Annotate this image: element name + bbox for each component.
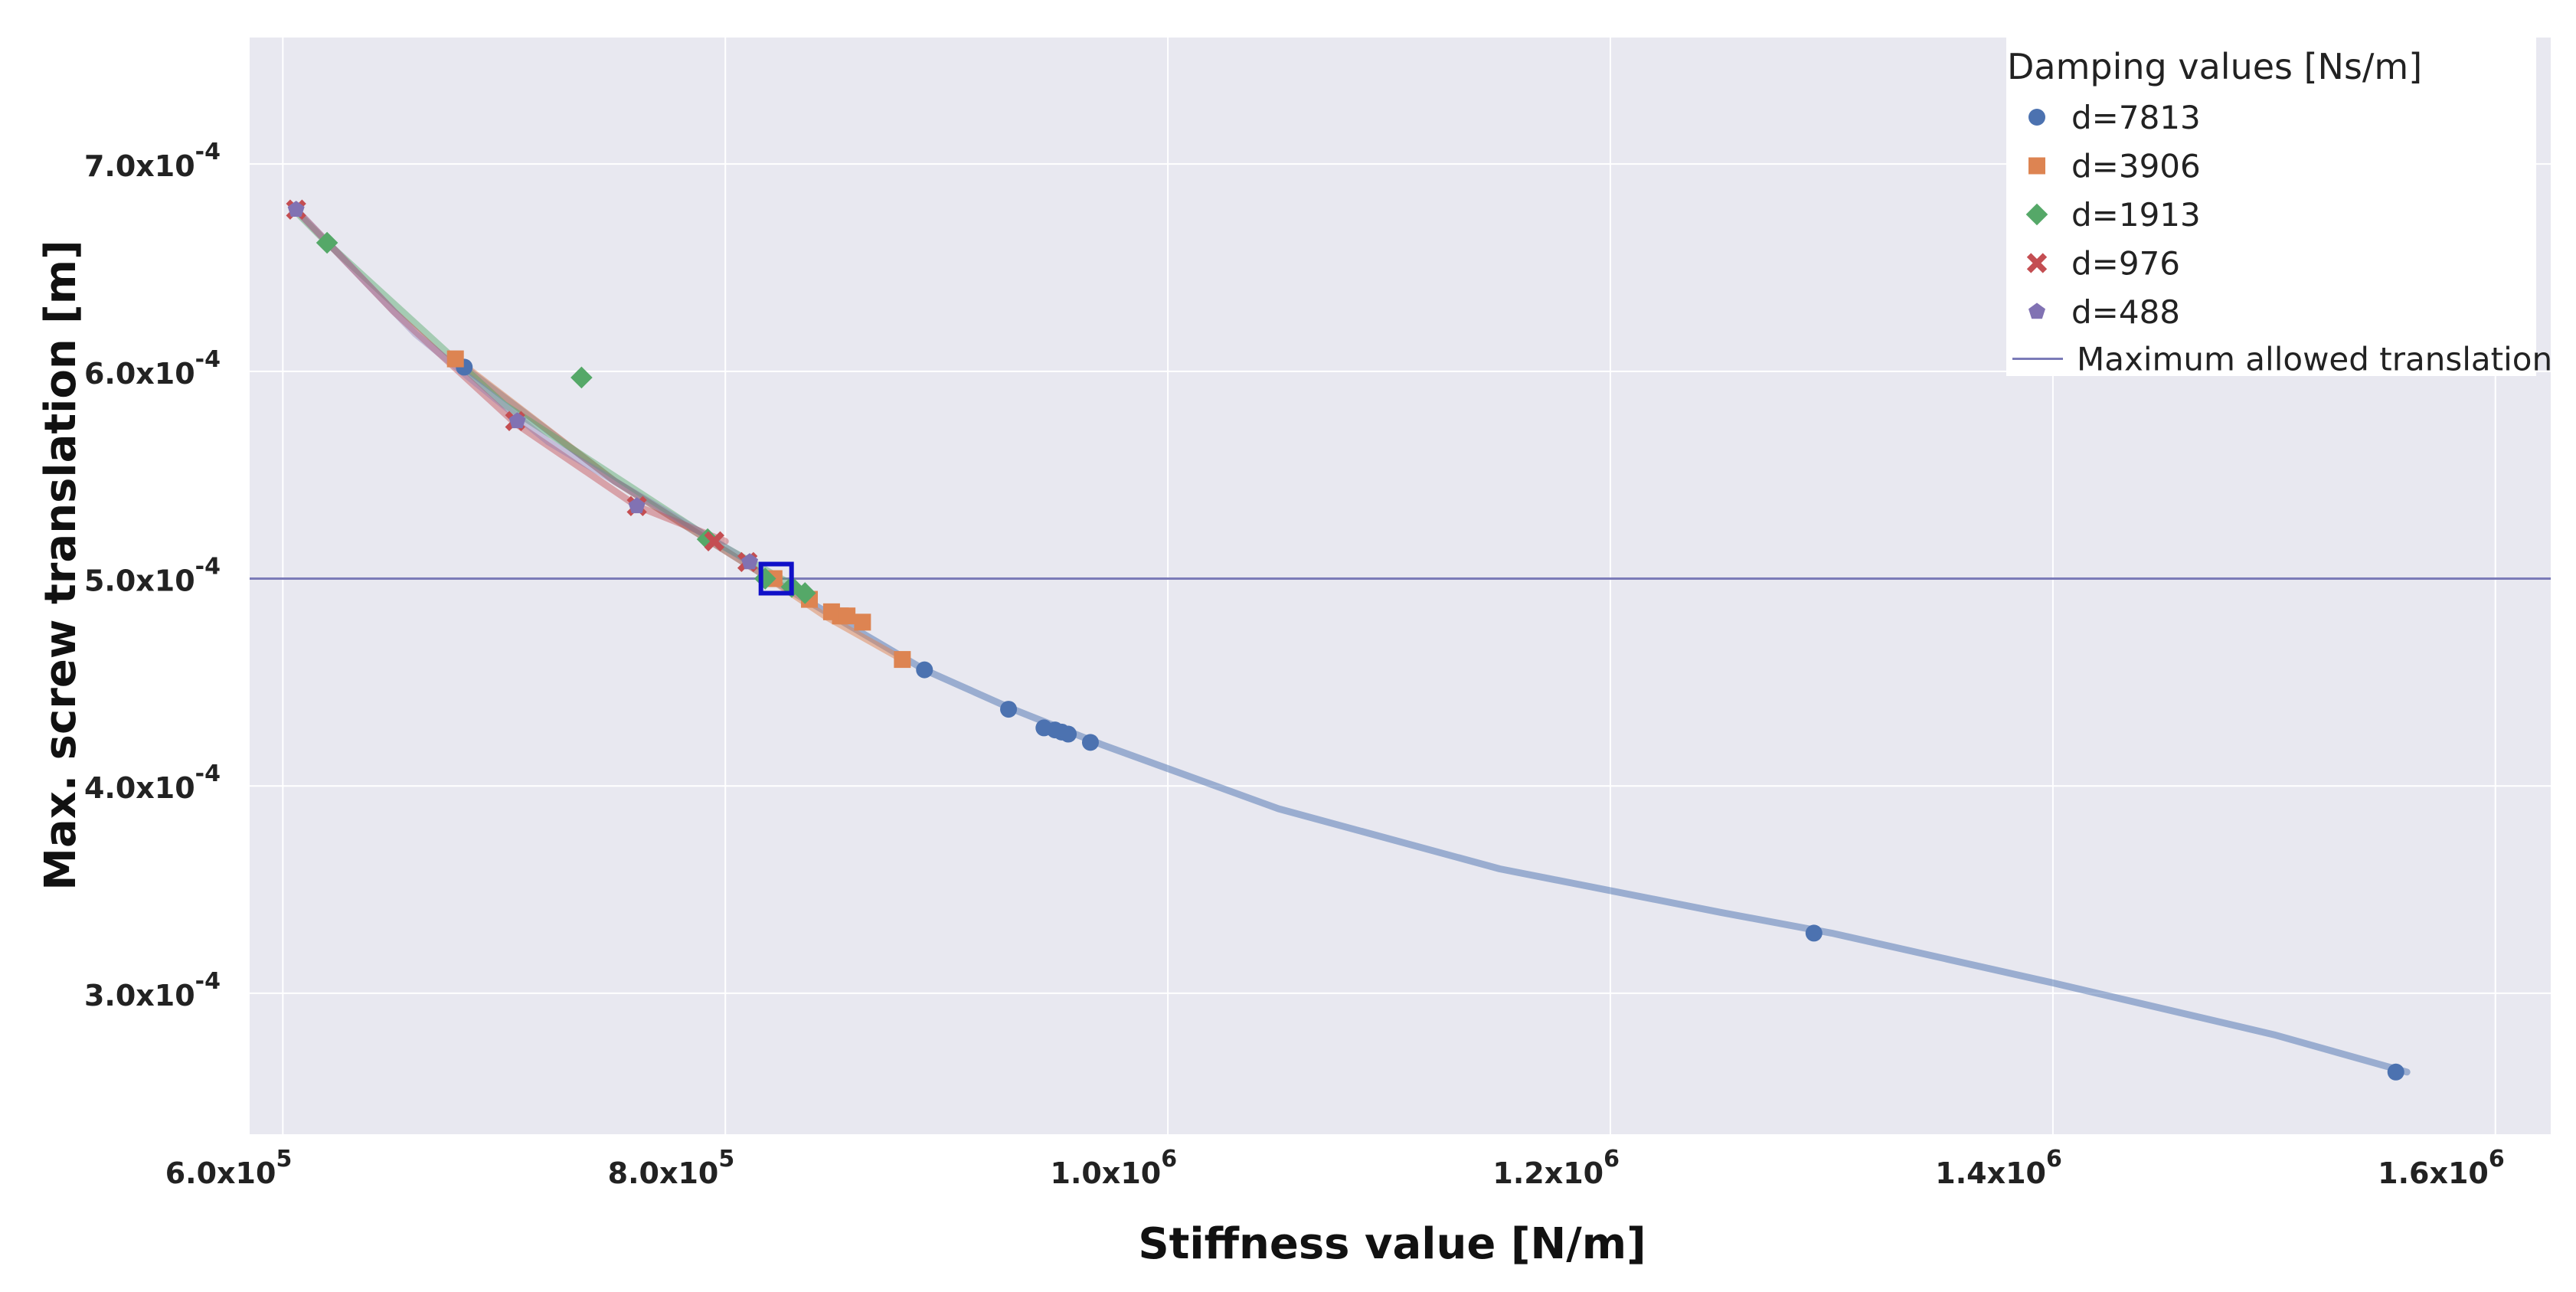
y-tick-label: 6.0x10-4	[84, 346, 221, 391]
data-point-d-1913	[793, 582, 816, 604]
x-tick-label-exponent: 6	[2489, 1146, 2505, 1173]
x-tick-label: 6.0x105	[165, 1146, 293, 1190]
x-tick-label-exponent: 6	[1161, 1146, 1177, 1173]
x-tick-label-exponent: 5	[276, 1146, 292, 1173]
grid-vertical	[282, 38, 2496, 1134]
x-tick-label-mantissa: 1.6x10	[2378, 1156, 2489, 1190]
data-point-d-3906	[446, 350, 464, 368]
legend-marker-d-488	[2028, 303, 2045, 319]
legend-box	[2006, 38, 2536, 376]
legend-label-d-488: d=488	[2071, 293, 2180, 331]
y-tick-labels: 3.0x10-44.0x10-45.0x10-46.0x10-47.0x10-4	[84, 139, 221, 1012]
x-tick-label-mantissa: 8.0x10	[608, 1156, 719, 1190]
legend-label-d-7813: d=7813	[2071, 99, 2201, 136]
y-tick-label: 4.0x10-4	[84, 760, 221, 805]
data-point-d-488	[287, 201, 305, 217]
x-tick-label-mantissa: 1.0x10	[1051, 1156, 1162, 1190]
y-tick-label-mantissa: 6.0x10	[84, 357, 195, 391]
legend-items: d=7813 d=3906 d=1913 d=976 d=488 Maximum allo…	[2012, 99, 2552, 378]
data-point-d-7813	[2387, 1063, 2404, 1081]
data-point-d-488	[508, 412, 526, 429]
x-tick-label: 1.2x106	[1492, 1146, 1620, 1190]
legend-marker-d-1913	[2025, 203, 2048, 226]
data-point-d-1913	[570, 366, 593, 389]
y-tick-label-exponent: -4	[195, 554, 221, 581]
y-tick-label: 5.0x10-4	[84, 554, 221, 598]
y-tick-label-exponent: -4	[195, 968, 221, 995]
data-point-d-7813	[1805, 924, 1822, 942]
data-point-d-1913	[315, 231, 338, 254]
legend-label-d-976: d=976	[2071, 245, 2180, 283]
data-point-d-7813	[916, 661, 933, 679]
y-tick-label-mantissa: 5.0x10	[84, 564, 195, 598]
data-point-d-976	[704, 531, 724, 551]
highlight-box	[758, 561, 794, 596]
y-tick-label-exponent: -4	[195, 346, 221, 373]
x-tick-label: 1.0x106	[1051, 1146, 1178, 1190]
x-tick-label: 1.6x106	[2378, 1146, 2505, 1190]
data-point-d-3906	[839, 607, 856, 625]
legend-label-d-3906: d=3906	[2071, 148, 2201, 185]
x-tick-label-exponent: 5	[718, 1146, 734, 1173]
x-tick-label-mantissa: 1.2x10	[1492, 1156, 1603, 1190]
y-tick-label-mantissa: 3.0x10	[84, 979, 195, 1012]
series-points	[286, 199, 2404, 1081]
legend-title: Damping values [Ns/m]	[2007, 46, 2422, 87]
highlight-layer	[758, 561, 794, 596]
legend-label-threshold: Maximum allowed translation	[2077, 341, 2552, 378]
y-axis-title: Max. screw translation [m]	[36, 240, 86, 890]
x-tick-label-mantissa: 1.4x10	[1935, 1156, 2046, 1190]
data-point-d-1913	[754, 567, 776, 590]
legend: Damping values [Ns/m] d=7813 d=3906 d=1913…	[2006, 38, 2552, 378]
y-tick-label-exponent: -4	[195, 760, 221, 787]
x-tick-label-exponent: 6	[2046, 1146, 2062, 1173]
data-point-d-7813	[1081, 734, 1099, 751]
x-axis-title: Stiffness value [N/m]	[1138, 1219, 1646, 1269]
legend-label-d-1913: d=1913	[2071, 196, 2201, 234]
data-point-d-3906	[854, 613, 871, 631]
data-point-d-488	[628, 497, 646, 514]
legend-marker-d-976	[2026, 253, 2048, 273]
y-tick-label-exponent: -4	[195, 139, 221, 165]
data-point-d-7813	[1060, 725, 1077, 743]
legend-marker-d-7813	[2028, 109, 2045, 126]
data-point-d-3906	[894, 651, 911, 669]
y-tick-label: 7.0x10-4	[84, 139, 221, 183]
legend-marker-d-3906	[2028, 157, 2045, 175]
data-point-d-7813	[1000, 701, 1018, 718]
x-tick-label-mantissa: 6.0x10	[165, 1156, 276, 1190]
x-tick-label: 1.4x106	[1935, 1146, 2062, 1190]
y-tick-label-mantissa: 7.0x10	[84, 149, 195, 183]
x-tick-label: 8.0x105	[608, 1146, 735, 1190]
x-tick-labels: 6.0x105 8.0x105 1.0x106 1.2x106 1.4x106 1.6x1…	[165, 1146, 2505, 1190]
y-tick-label-mantissa: 4.0x10	[84, 771, 195, 805]
y-tick-label: 3.0x10-4	[84, 968, 221, 1012]
x-tick-label-exponent: 6	[1603, 1146, 1620, 1173]
data-point-d-488	[741, 553, 758, 570]
